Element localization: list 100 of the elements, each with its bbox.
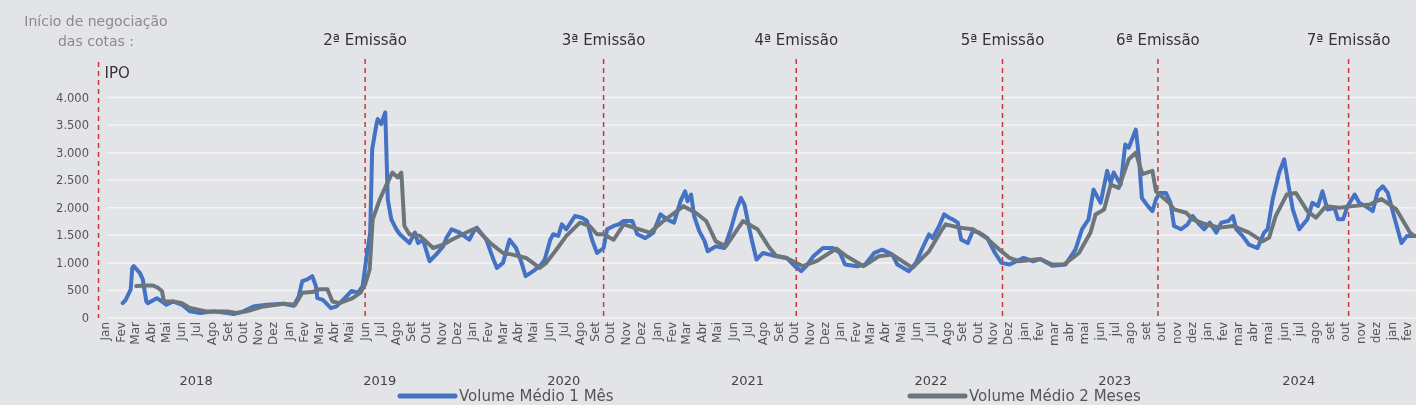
x-tick-label: Fev [848,322,863,343]
x-tick-label: Abr [143,321,158,343]
x-tick-label: Mar [495,321,510,345]
text: 2018 [179,373,213,388]
ref-line-label: 4ª Emissão [754,31,839,49]
y-tick-label: 0 [81,311,89,326]
x-tick-label: Mai [709,322,724,344]
text: 2020 [547,373,581,388]
text: 2024 [1282,373,1316,388]
x-tick-label: Set [955,321,970,342]
x-tick-label: Jul [557,322,572,338]
x-tick-label: nov [1169,322,1184,345]
legend-label: Volume Médio 2 Meses [969,387,1141,405]
x-tick-label: Set [404,321,419,342]
x-tick-label: Ago [204,322,219,346]
x-tick-label: Out [786,321,801,344]
x-tick-label: jan [1200,322,1215,342]
x-tick-label: Nov [986,322,1001,346]
ref-line-label: 2ª Emissão [323,31,407,49]
x-tick-label: Nov [802,322,817,346]
x-tick-label: out [1338,321,1353,342]
x-tick-label: set [1139,321,1154,341]
x-tick-label: dez [1368,322,1383,344]
ref-line-label: 3ª Emissão [561,31,646,49]
x-tick-label: Dez [817,322,832,345]
x-tick-label: jul [1107,322,1122,338]
x-tick-label: Nov [251,322,266,346]
ref-line-label: 5ª Emissão [960,31,1045,49]
x-tick-label: ago [1307,322,1322,345]
x-tick-label: Ago [939,322,954,346]
x-tick-label: dez [1184,322,1199,344]
x-tick-label: Dez [634,322,649,345]
y-tick-label: 2.500 [56,173,89,188]
x-tick-label: Mar [127,321,142,345]
x-tick-label: Abr [694,321,709,343]
x-tick-label: Jul [924,322,939,338]
legend-label: Volume Médio 1 Mês [459,387,614,405]
y-tick-label: 1.500 [56,228,89,243]
x-tick-label: Jul [372,322,387,338]
x-tick-label: Out [970,321,985,344]
y-tick-label: 4.000 [56,90,89,105]
x-tick-label: fev [1032,322,1047,341]
x-tick-label: Mar [311,321,326,345]
x-tick-label: Jun [357,322,372,342]
y-tick-label: 3.000 [56,145,89,160]
x-tick-label: fev [1400,322,1415,341]
x-tick-label: jun [1092,322,1107,342]
x-tick-label: Jan [649,322,664,342]
x-tick-label: Mai [526,322,541,344]
x-tick-label: Out [235,321,250,344]
x-tick-label: Ago [756,322,771,346]
x-tick-label: Out [603,321,618,344]
y-tick-label: 2.000 [56,200,89,215]
x-tick-label: Nov [434,322,449,346]
x-tick-label: Abr [327,321,342,343]
x-tick-label: jul [1292,322,1306,338]
x-tick-label: Fev [113,322,128,343]
x-tick-label: Abr [511,321,526,343]
x-tick-label: Mai [158,322,173,344]
ref-line-label: IPO [104,64,130,82]
x-tick-label: Jan [833,322,848,342]
x-tick-label: Set [771,321,786,342]
line-series [134,150,1416,316]
x-tick-label: Jul [740,322,755,338]
x-tick-label: Fev [481,322,496,343]
x-tick-label: Dez [266,322,281,345]
x-tick-label: mar [1046,321,1061,346]
x-tick-label: jan [1016,322,1031,342]
x-tick-label: Nov [618,322,633,346]
x-tick-label: mai [1077,322,1092,345]
y-tick-label: 1.000 [56,255,89,270]
x-tick-label: Dez [1001,322,1016,345]
x-tick-label: Jun [725,322,740,342]
ref-line-label: 6ª Emissão [1116,31,1200,49]
text: 2022 [914,373,948,388]
x-tick-label: Jun [909,322,924,342]
x-tick-label: mar [1230,321,1245,346]
x-tick-label: mai [1261,322,1276,345]
x-tick-label: out [1154,321,1169,342]
x-tick-label: Mai [893,322,908,344]
x-tick-label: jan [1384,322,1399,342]
text: 2021 [730,373,764,388]
x-tick-label: Ago [388,322,403,346]
x-tick-label: Fev [297,322,312,343]
x-tick-label: Jan [281,322,296,342]
x-tick-label: fev [1216,322,1231,341]
x-tick-label: Fev [665,322,680,343]
x-tick-label: Out [419,321,434,344]
x-tick-label: Ago [572,322,587,346]
ref-line-label: 7ª Emissão [1306,31,1391,49]
x-tick-label: Jan [98,322,113,342]
x-tick-label: Jan [465,322,480,342]
x-tick-label: jun [1276,322,1291,342]
text: Início de negociação das cotas : [24,13,168,49]
x-tick-label: nov [1353,322,1368,345]
y-tick-label: 500 [67,283,89,298]
y-tick-label: 3.500 [56,118,89,133]
x-tick-label: Mai [342,322,357,344]
text: 2023 [1098,373,1132,388]
x-tick-label: Set [588,321,603,342]
